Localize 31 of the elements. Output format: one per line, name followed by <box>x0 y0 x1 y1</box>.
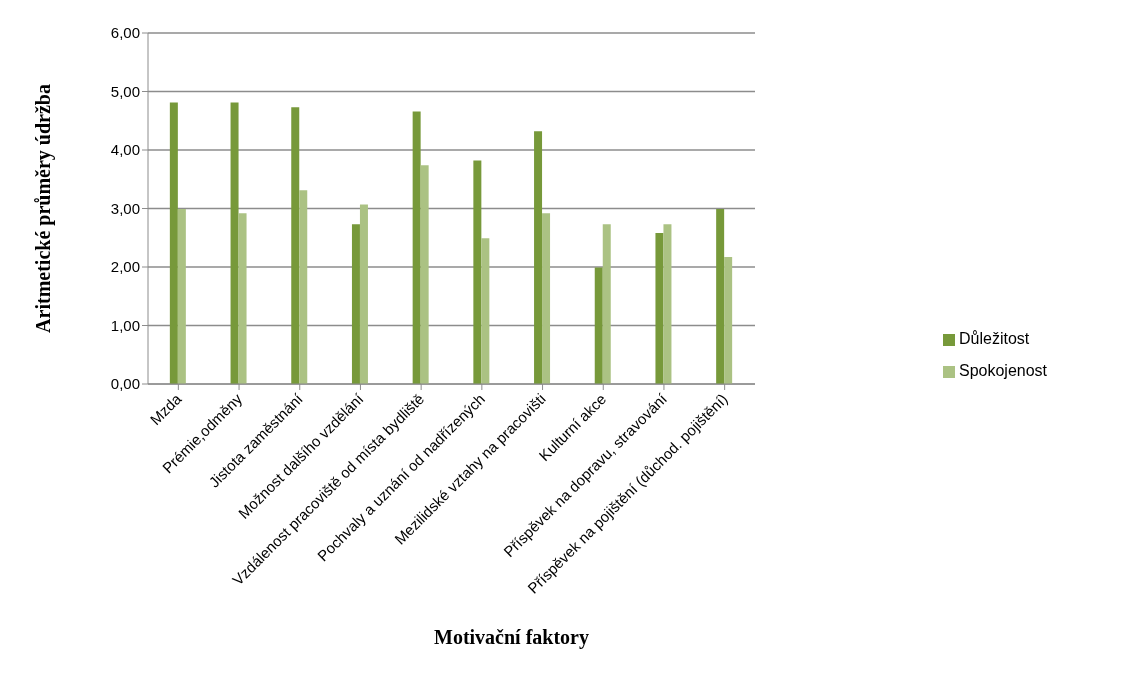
y-tick-label: 4,00 <box>110 141 140 159</box>
bar <box>169 102 178 384</box>
y-tick-label: 3,00 <box>110 199 140 217</box>
bar <box>351 224 360 384</box>
bar <box>238 213 247 384</box>
bar <box>594 267 603 384</box>
bar <box>473 160 482 384</box>
y-tick-label: 1,00 <box>110 316 140 334</box>
bar <box>177 209 186 384</box>
bar <box>412 111 421 384</box>
y-axis-title: Aritmetické průměry údržba <box>32 84 56 333</box>
bar <box>481 238 490 384</box>
bar <box>716 209 725 384</box>
bar <box>420 165 429 384</box>
y-tick-label: 5,00 <box>110 82 140 100</box>
bar <box>230 102 239 384</box>
bar <box>663 224 672 384</box>
bar <box>359 204 368 384</box>
bar <box>534 131 543 384</box>
bar <box>724 257 733 384</box>
x-axis-title: Motivační faktory <box>434 626 589 649</box>
y-tick-label: 6,00 <box>110 24 140 42</box>
bar <box>655 233 664 384</box>
bar <box>542 213 551 384</box>
bar <box>602 224 611 384</box>
y-tick-label: 0,00 <box>110 375 140 393</box>
legend-label: Důležitost <box>959 330 1030 347</box>
bar <box>299 190 308 384</box>
bar <box>291 107 300 384</box>
legend-label: Spokojenost <box>959 362 1048 379</box>
y-tick-label: 2,00 <box>110 258 140 276</box>
